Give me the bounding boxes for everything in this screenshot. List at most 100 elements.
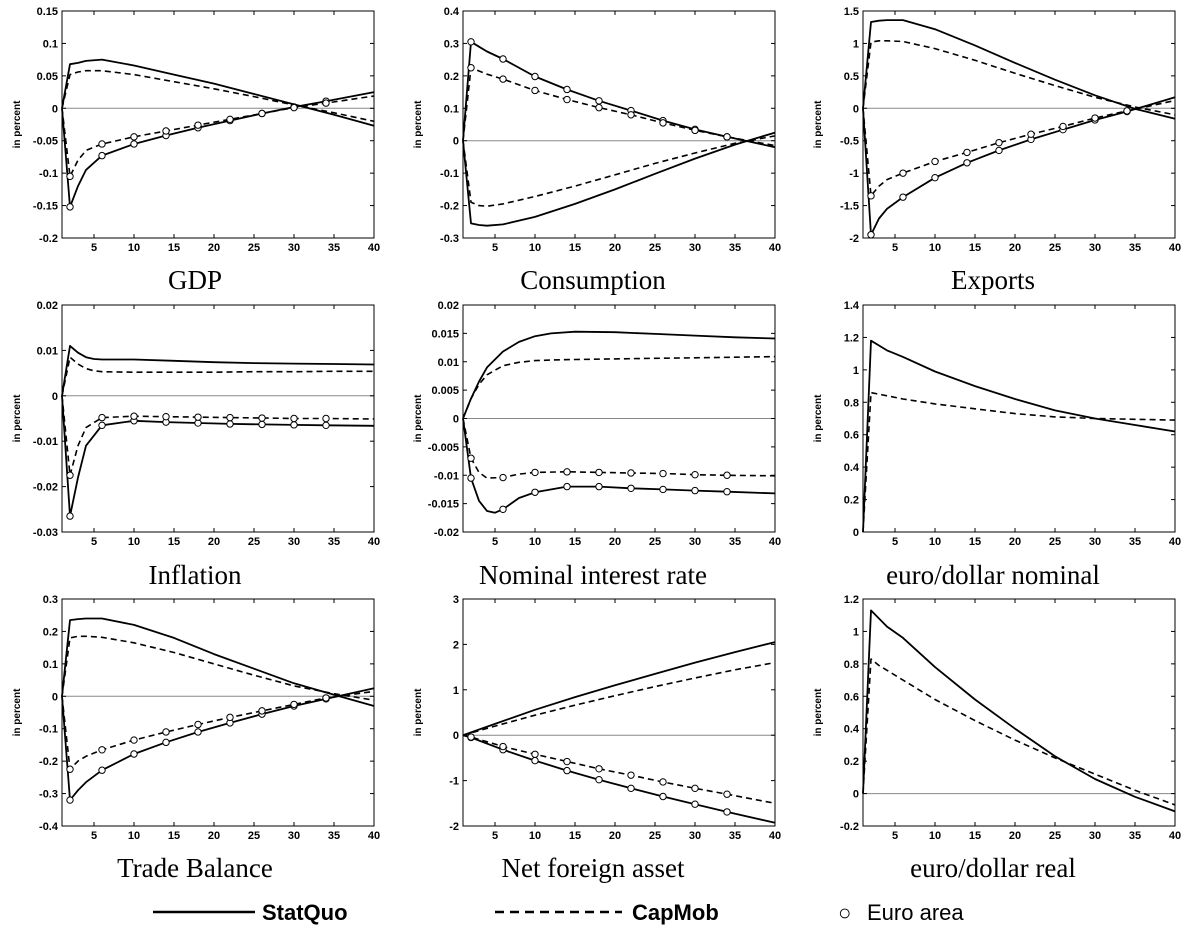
- axes-box: [862, 598, 1176, 827]
- axes-box: [862, 304, 1176, 533]
- euro-area-marker: [899, 169, 907, 177]
- legend-euro-label: Euro area: [867, 900, 964, 925]
- series-line-capmob-euro: [61, 395, 375, 477]
- y-tick-label: 0.005: [431, 385, 459, 397]
- y-tick-label: 0.5: [844, 71, 859, 83]
- euro-area-marker: [531, 756, 539, 765]
- x-tick-label: 10: [929, 536, 941, 548]
- y-tick-label: -0.02: [33, 482, 58, 494]
- y-tick-label: 0.4: [444, 6, 460, 18]
- x-tick-label: 40: [1169, 242, 1181, 254]
- euro-area-marker: [1027, 130, 1035, 138]
- y-tick-label: 0.01: [37, 345, 58, 357]
- euro-area-marker: [867, 231, 875, 239]
- series-line-statquo-us: [462, 641, 776, 737]
- euro-area-marker: [130, 412, 138, 420]
- euro-area-marker: [595, 103, 603, 112]
- y-tick-label: 0.1: [43, 38, 58, 50]
- y-tick-label: 0.3: [444, 38, 459, 50]
- euro-area-marker: [563, 482, 571, 491]
- series-line-statquo-euro: [862, 96, 1176, 236]
- x-tick-label: 15: [168, 242, 180, 254]
- x-tick-label: 35: [1129, 242, 1141, 254]
- euro-area-marker: [98, 766, 106, 774]
- x-tick-label: 10: [929, 242, 941, 254]
- panel-0: -0.2 -0.15 -0.1 -0.05 0 0.05 0.1 0.15 5 10 15 20 25 3…: [12, 6, 380, 295]
- y-tick-label: -0.1: [39, 168, 58, 180]
- y-tick-label: -0.005: [428, 442, 459, 454]
- euro-area-marker: [66, 471, 74, 479]
- euro-area-marker: [995, 138, 1003, 147]
- euro-area-marker: [659, 485, 667, 494]
- x-tick-label: 40: [769, 830, 781, 842]
- x-tick-label: 25: [248, 242, 260, 254]
- x-tick-label: 15: [569, 830, 581, 842]
- euro-area-marker: [467, 474, 475, 482]
- axes-box: [462, 10, 776, 239]
- x-tick-label: 40: [1169, 830, 1181, 842]
- euro-area-marker: [98, 151, 106, 160]
- x-tick-label: 20: [609, 242, 621, 254]
- series-line-capmob-us: [61, 635, 375, 701]
- euro-area-marker: [467, 733, 475, 741]
- axes-box: [862, 10, 1176, 239]
- euro-area-marker: [226, 713, 234, 722]
- y-tick-label: -0.1: [39, 724, 58, 736]
- y-tick-label: -0.15: [33, 201, 58, 213]
- euro-area-marker: [499, 742, 507, 751]
- euro-area-marker: [162, 412, 170, 421]
- euro-area-marker: [226, 413, 234, 422]
- x-tick-label: 40: [1169, 536, 1181, 548]
- euro-area-marker: [322, 421, 330, 430]
- x-tick-label: 10: [529, 830, 541, 842]
- y-axis-label: in percent: [813, 100, 824, 148]
- y-tick-label: 0: [453, 730, 459, 742]
- y-tick-label: 1: [853, 38, 859, 50]
- x-tick-label: 35: [328, 536, 340, 548]
- euro-area-marker: [691, 784, 699, 793]
- y-tick-label: 0.1: [43, 659, 58, 671]
- x-tick-label: 10: [128, 242, 140, 254]
- euro-area-marker: [467, 454, 475, 462]
- y-tick-label: 0: [853, 527, 859, 539]
- x-tick-label: 15: [569, 536, 581, 548]
- y-tick-label: 0.015: [431, 328, 459, 340]
- panel-1: -0.3 -0.2 -0.1 0 0.1 0.2 0.3 0.4 5 10 15 20 25 30 35 40…: [413, 6, 781, 295]
- euro-area-marker: [531, 86, 539, 95]
- y-tick-label: 0.15: [37, 6, 58, 18]
- series-line-capmob-euro: [462, 418, 776, 479]
- euro-area-marker: [98, 746, 106, 754]
- y-axis-label: in percent: [813, 688, 824, 736]
- euro-area-marker: [226, 420, 234, 428]
- euro-area-marker: [659, 469, 667, 478]
- axes-box: [462, 598, 776, 827]
- series-line-statquo-us: [61, 617, 375, 707]
- euro-area-marker: [98, 140, 106, 148]
- panel-title: Consumption: [520, 265, 666, 295]
- series-line-capmob-us: [862, 391, 1176, 533]
- x-tick-label: 35: [729, 242, 741, 254]
- y-tick-label: -0.4: [39, 821, 59, 833]
- y-tick-label: 1: [853, 365, 859, 377]
- y-tick-label: -1.5: [840, 201, 859, 213]
- series-line-capmob-us: [462, 661, 776, 736]
- y-tick-label: -0.03: [33, 527, 58, 539]
- euro-area-marker: [130, 133, 138, 141]
- x-tick-label: 5: [492, 830, 498, 842]
- euro-area-marker: [499, 55, 507, 63]
- x-tick-label: 25: [649, 830, 661, 842]
- euro-area-marker: [467, 64, 475, 72]
- y-tick-label: 0.2: [844, 495, 859, 507]
- euro-area-marker: [563, 95, 571, 104]
- euro-area-marker: [66, 512, 74, 520]
- y-tick-label: 1.2: [844, 594, 859, 606]
- x-tick-label: 30: [288, 536, 300, 548]
- euro-area-marker: [194, 728, 202, 736]
- y-tick-label: -0.05: [33, 136, 58, 148]
- y-tick-label: -0.2: [840, 821, 859, 833]
- x-tick-label: 25: [1049, 242, 1061, 254]
- euro-area-marker: [290, 421, 298, 429]
- euro-area-marker: [194, 413, 202, 421]
- y-axis-label: in percent: [413, 394, 424, 442]
